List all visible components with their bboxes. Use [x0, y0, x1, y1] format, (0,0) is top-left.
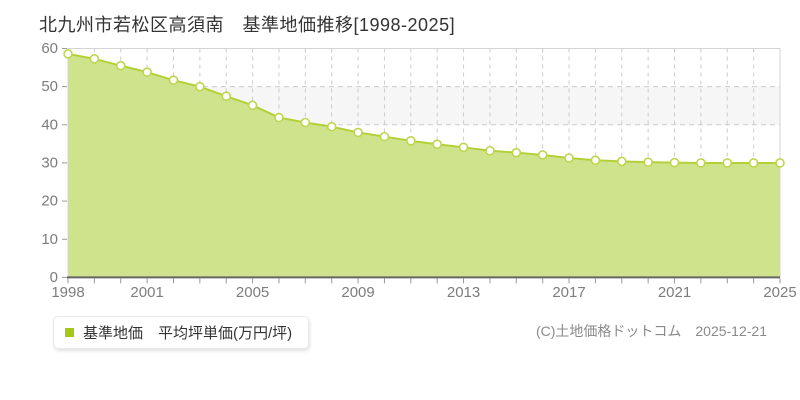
y-axis-labels: 0 10 20 30 40 50 60: [41, 40, 58, 286]
chart-title: 北九州市若松区高須南 基準地価推移[1998-2025]: [39, 15, 456, 35]
svg-text:50: 50: [41, 78, 58, 95]
svg-text:2013: 2013: [447, 284, 480, 301]
chart-svg: 1998 2001 2005 2009 2013 2017 2021 2025 0 10 20 30 4…: [41, 40, 796, 301]
svg-text:20: 20: [41, 193, 58, 210]
data-points: [63, 49, 785, 168]
svg-text:0: 0: [50, 269, 58, 286]
copyright-text: (C)土地価格ドットコム 2025-12-21: [535, 323, 767, 339]
svg-text:60: 60: [41, 40, 58, 57]
price-trend-chart: 1998 2001 2005 2009 2013 2017 2021 2025 0 10 20 30 4…: [41, 40, 796, 301]
svg-text:2005: 2005: [236, 284, 269, 301]
area-series: [68, 53, 780, 278]
svg-text:40: 40: [41, 116, 58, 133]
svg-text:1998: 1998: [51, 284, 84, 301]
svg-text:2021: 2021: [658, 284, 691, 301]
legend-swatch-icon: [65, 328, 74, 337]
svg-text:2017: 2017: [552, 284, 585, 301]
svg-text:2025: 2025: [763, 284, 796, 301]
svg-text:10: 10: [41, 231, 58, 248]
x-axis-labels: 1998 2001 2005 2009 2013 2017 2021 2025: [51, 284, 796, 301]
legend: 基準地価 平均坪単価(万円/坪): [53, 316, 310, 349]
tick-marks: [62, 48, 781, 284]
svg-text:2001: 2001: [130, 284, 163, 301]
legend-label: 基準地価 平均坪単価(万円/坪): [83, 325, 293, 342]
svg-text:2009: 2009: [341, 284, 374, 301]
series-line: [67, 52, 780, 164]
svg-text:30: 30: [41, 154, 58, 171]
